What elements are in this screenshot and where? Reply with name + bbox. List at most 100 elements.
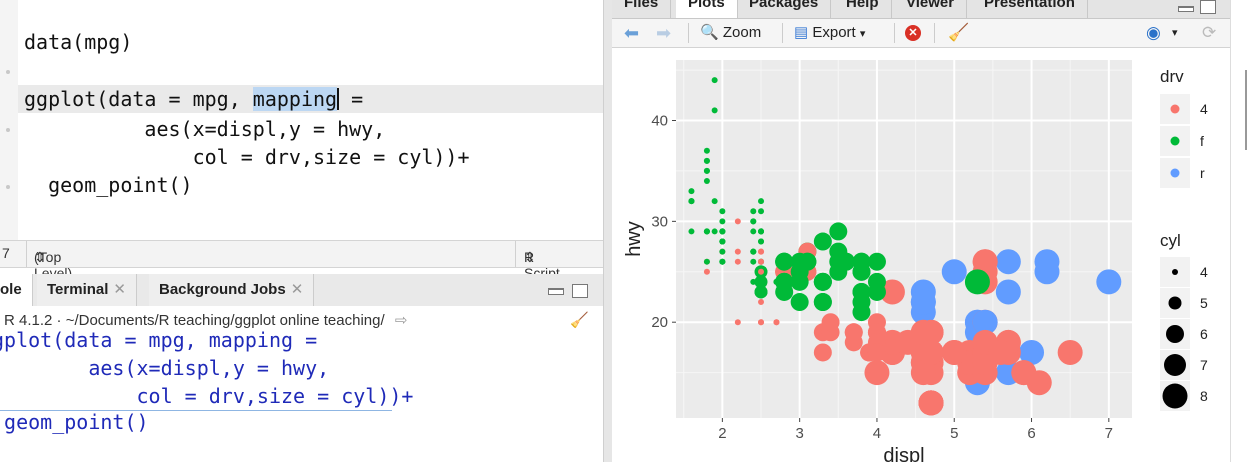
plots-toolbar: ⬅ ➡ 🔍 Zoom ▤ Export ▾ ✕ 🧹 ◉ ▾ ⟳ (612, 19, 1230, 48)
tab-files[interactable]: Files (612, 0, 672, 18)
code-line-1[interactable]: data(mpg) (24, 30, 133, 54)
tab-background-jobs[interactable]: Background Jobs ✕ (149, 274, 315, 306)
close-icon[interactable]: ✕ (113, 281, 126, 298)
legend-key-color (1170, 168, 1180, 178)
data-point (734, 248, 741, 255)
data-point (703, 228, 710, 235)
legend-key-size (1166, 325, 1184, 343)
data-point (758, 268, 765, 275)
data-point (918, 390, 944, 416)
legend-key-size (1172, 269, 1178, 275)
code-line-3[interactable]: aes(x=displ,y = hwy, (24, 117, 386, 141)
tab-packages[interactable]: Packages (737, 0, 832, 18)
caret-down-icon[interactable]: ▾ (1172, 27, 1178, 39)
data-point (1019, 339, 1045, 365)
data-point (754, 275, 768, 289)
data-point (844, 323, 863, 342)
legend-label-cyl: 8 (1200, 388, 1208, 404)
console-line: col = drv,size = cyl))+ (0, 384, 414, 408)
data-point (703, 258, 710, 265)
go-to-directory-icon[interactable]: ⇨ (394, 312, 408, 329)
refresh-icon[interactable]: ⟳ (1202, 23, 1217, 42)
data-point (910, 360, 936, 386)
legend-key-size (1168, 296, 1182, 310)
legend-key-color (1170, 136, 1180, 146)
zoom-button[interactable]: 🔍 Zoom (700, 23, 761, 43)
tab-label: Terminal (47, 281, 109, 298)
data-point (758, 208, 765, 215)
tab-help[interactable]: Help (834, 0, 892, 18)
clear-console-icon[interactable]: 🧹 (570, 312, 589, 329)
tab-terminal[interactable]: Terminal ✕ (37, 274, 137, 306)
publish-icon[interactable]: ◉ (1146, 23, 1161, 42)
back-arrow-icon[interactable]: ⬅ (624, 23, 640, 43)
data-point (829, 222, 848, 241)
console-line: gplot(data = mpg, mapping = (0, 328, 318, 352)
x-tick-label: 6 (1027, 425, 1035, 442)
console-line: aes(x=displ,y = hwy, (0, 356, 330, 380)
scrollbar-thumb[interactable] (1245, 70, 1247, 150)
updown-icon: ⇕ (524, 249, 536, 265)
editor-status-bar: 7 (Top Level) ⇕ R Script ⇕ (0, 240, 603, 281)
data-point (813, 232, 832, 251)
code-line-2[interactable]: ggplot(data = mpg, mapping = (18, 85, 603, 113)
data-point (711, 107, 718, 114)
data-point (758, 319, 765, 326)
legend-label-drv: 4 (1200, 101, 1208, 117)
console-output[interactable]: gplot(data = mpg, mapping = aes(x=displ,… (0, 328, 603, 462)
data-point (852, 303, 871, 322)
tab-console[interactable]: ole (0, 274, 33, 306)
tab-plots[interactable]: Plots (676, 0, 738, 18)
legend-label-cyl: 7 (1200, 357, 1208, 373)
maximize-icon[interactable] (1200, 0, 1216, 14)
y-tick-label: 30 (651, 213, 668, 230)
data-point (918, 339, 944, 365)
legend-label-cyl: 6 (1200, 326, 1208, 342)
remove-plot-icon[interactable]: ✕ (905, 25, 921, 41)
data-point (703, 147, 710, 154)
forward-arrow-icon[interactable]: ➡ (656, 23, 672, 43)
legend-key-size (1162, 383, 1188, 409)
console-path-bar: R 4.1.2 · ~/Documents/R teaching/ggplot … (0, 306, 603, 337)
data-point (852, 262, 871, 281)
x-tick-label: 7 (1105, 425, 1113, 442)
data-point (1026, 370, 1052, 396)
data-point (910, 319, 936, 345)
data-point (719, 238, 726, 245)
data-point (867, 272, 886, 291)
code-line-5[interactable]: geom_point() (24, 173, 193, 197)
data-point (758, 228, 765, 235)
data-point (754, 285, 768, 299)
export-button[interactable]: ▤ Export ▾ (794, 23, 865, 43)
minimize-icon[interactable] (1178, 6, 1194, 12)
plot-viewer: 2 3 4 5 6 7 20 30 40 displ hwy drv 4 f r cyl 4 5 6 7 8 (612, 48, 1230, 462)
tab-presentation[interactable]: Presentation (972, 0, 1088, 18)
console-separator (0, 410, 392, 411)
code-line-4[interactable]: col = drv,size = cyl))+ (24, 145, 470, 169)
export-icon: ▤ (794, 24, 809, 41)
data-point (758, 238, 765, 245)
data-point (734, 258, 741, 265)
data-point (711, 228, 718, 235)
data-point (1096, 269, 1122, 295)
close-icon[interactable]: ✕ (290, 281, 304, 298)
maximize-icon[interactable] (572, 284, 588, 298)
tab-viewer[interactable]: Viewer (894, 0, 968, 18)
tab-label: ole (0, 281, 22, 298)
y-tick-label: 40 (651, 113, 668, 130)
data-points (688, 77, 1122, 416)
data-point (821, 313, 840, 332)
legend-key-color (1170, 104, 1180, 114)
data-point (734, 319, 741, 326)
data-point (711, 198, 718, 205)
line-number: 7 (2, 245, 10, 261)
data-point (750, 208, 757, 215)
data-point (972, 249, 998, 275)
code-editor[interactable]: data(mpg) ggplot(data = mpg, mapping = a… (0, 0, 603, 240)
data-point (867, 252, 886, 271)
broom-icon[interactable]: 🧹 (948, 23, 970, 42)
data-point (758, 258, 765, 265)
tab-label: Background Jobs (159, 281, 286, 298)
magnifier-icon: 🔍 (700, 24, 719, 41)
minimize-icon[interactable] (548, 288, 564, 295)
